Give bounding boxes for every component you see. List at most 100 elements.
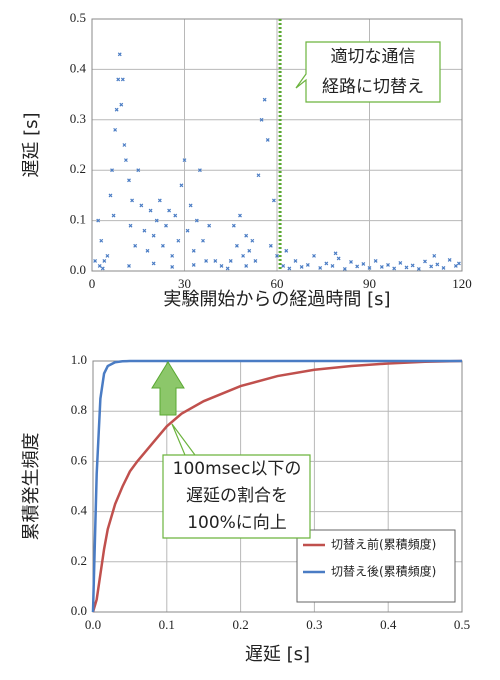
scatter-point	[185, 228, 190, 233]
x-axis-label: 実験開始からの経過時間 [s]	[163, 289, 390, 310]
scatter-point	[238, 213, 242, 218]
scatter-point	[281, 264, 286, 268]
scatter-point	[228, 258, 233, 263]
y-tick-label: 1.0	[71, 352, 87, 367]
scatter-point	[293, 258, 298, 263]
scatter-point	[102, 258, 107, 263]
scatter-point	[299, 265, 304, 269]
scatter-point	[119, 102, 124, 107]
scatter-point	[191, 248, 196, 253]
scatter-point	[287, 266, 292, 271]
scatter-point	[160, 243, 165, 248]
scatter-point	[128, 223, 133, 228]
y-tick-label: 0.4	[70, 60, 87, 75]
scatter-point	[275, 253, 279, 258]
scatter-point	[142, 228, 147, 233]
y-axis-label: 累積発生頻度	[21, 433, 42, 541]
scatter-point	[182, 158, 187, 163]
scatter-point	[93, 258, 98, 263]
scatter-point	[151, 261, 156, 266]
scatter-point	[349, 260, 353, 264]
annotation-text: 100%に向上	[187, 513, 287, 533]
scatter-point	[336, 256, 341, 261]
scatter-point	[318, 266, 323, 270]
scatter-point	[379, 265, 384, 269]
scatter-point	[265, 138, 270, 142]
scatter-point	[244, 233, 249, 238]
scatter-point	[188, 203, 193, 208]
scatter-point	[432, 253, 437, 258]
scatter-point	[164, 223, 168, 228]
scatter-point	[191, 263, 196, 267]
y-tick-label: 0.4	[71, 503, 88, 518]
scatter-point	[219, 264, 224, 268]
scatter-point	[262, 97, 267, 102]
series-line	[91, 359, 463, 613]
scatter-point	[105, 253, 110, 258]
scatter-point	[167, 208, 172, 213]
scatter-point	[157, 198, 162, 203]
scatter-point	[392, 266, 397, 271]
scatter-point	[170, 253, 175, 258]
scatter-point	[145, 248, 150, 253]
x-tick-label: 0.3	[306, 617, 322, 632]
plot-frame	[91, 18, 463, 272]
scatter-point	[367, 266, 372, 270]
scatter-point	[330, 264, 335, 268]
scatter-point	[148, 208, 153, 213]
scatter-point	[447, 257, 452, 262]
scatter-point	[207, 223, 212, 228]
scatter-point	[256, 173, 261, 178]
scatter-point	[342, 267, 347, 271]
scatter-point	[361, 262, 366, 266]
annotation-text: 遅延の割合を	[186, 486, 288, 506]
scatter-point	[435, 262, 440, 267]
scatter-point	[133, 243, 138, 248]
scatter-point	[130, 198, 135, 203]
scatter-point	[179, 183, 184, 188]
x-tick-label: 60	[271, 276, 284, 291]
y-tick-label: 0.2	[71, 553, 87, 568]
x-tick-label: 0.2	[232, 617, 248, 632]
legend-box	[296, 529, 456, 603]
scatter-point	[253, 258, 258, 263]
x-tick-label: 120	[452, 276, 472, 291]
scatter-point	[110, 168, 114, 173]
scatter-point	[213, 258, 218, 263]
scatter-point	[429, 264, 434, 269]
scatter-point	[250, 238, 255, 243]
scatter-point	[176, 238, 181, 243]
scatter-point	[113, 127, 118, 132]
scatter-point	[204, 258, 209, 263]
annotation-box	[162, 423, 311, 539]
scatter-point	[99, 238, 104, 243]
series-line	[91, 359, 462, 613]
scatter-point	[108, 193, 113, 198]
scatter-point	[127, 178, 131, 183]
y-tick-label: 0.2	[70, 161, 86, 176]
scatter-point	[111, 213, 116, 218]
annotation-box	[295, 41, 441, 103]
annotation-text: 100msec以下の	[173, 459, 302, 479]
scatter-point	[194, 218, 199, 223]
scatter-point	[173, 213, 178, 218]
annotation-text: 適切な通信	[331, 47, 416, 67]
up-arrow	[151, 361, 185, 416]
scatter-point	[116, 77, 121, 82]
scatter-point	[231, 223, 236, 228]
scatter-point	[96, 218, 101, 223]
scatter-point	[423, 259, 427, 264]
scatter-point	[271, 198, 276, 203]
scatter-point	[247, 248, 252, 253]
y-tick-label: 0.0	[71, 603, 87, 618]
scatter-point	[259, 117, 264, 122]
scatter-point	[453, 264, 458, 268]
scatter-point	[404, 265, 409, 270]
scatter-point	[139, 203, 144, 208]
x-tick-label: 90	[363, 276, 376, 291]
x-tick-label: 0.1	[159, 617, 175, 632]
scatter-point	[324, 261, 329, 266]
y-tick-label: 0.8	[71, 402, 87, 417]
scatter-point	[201, 238, 205, 243]
